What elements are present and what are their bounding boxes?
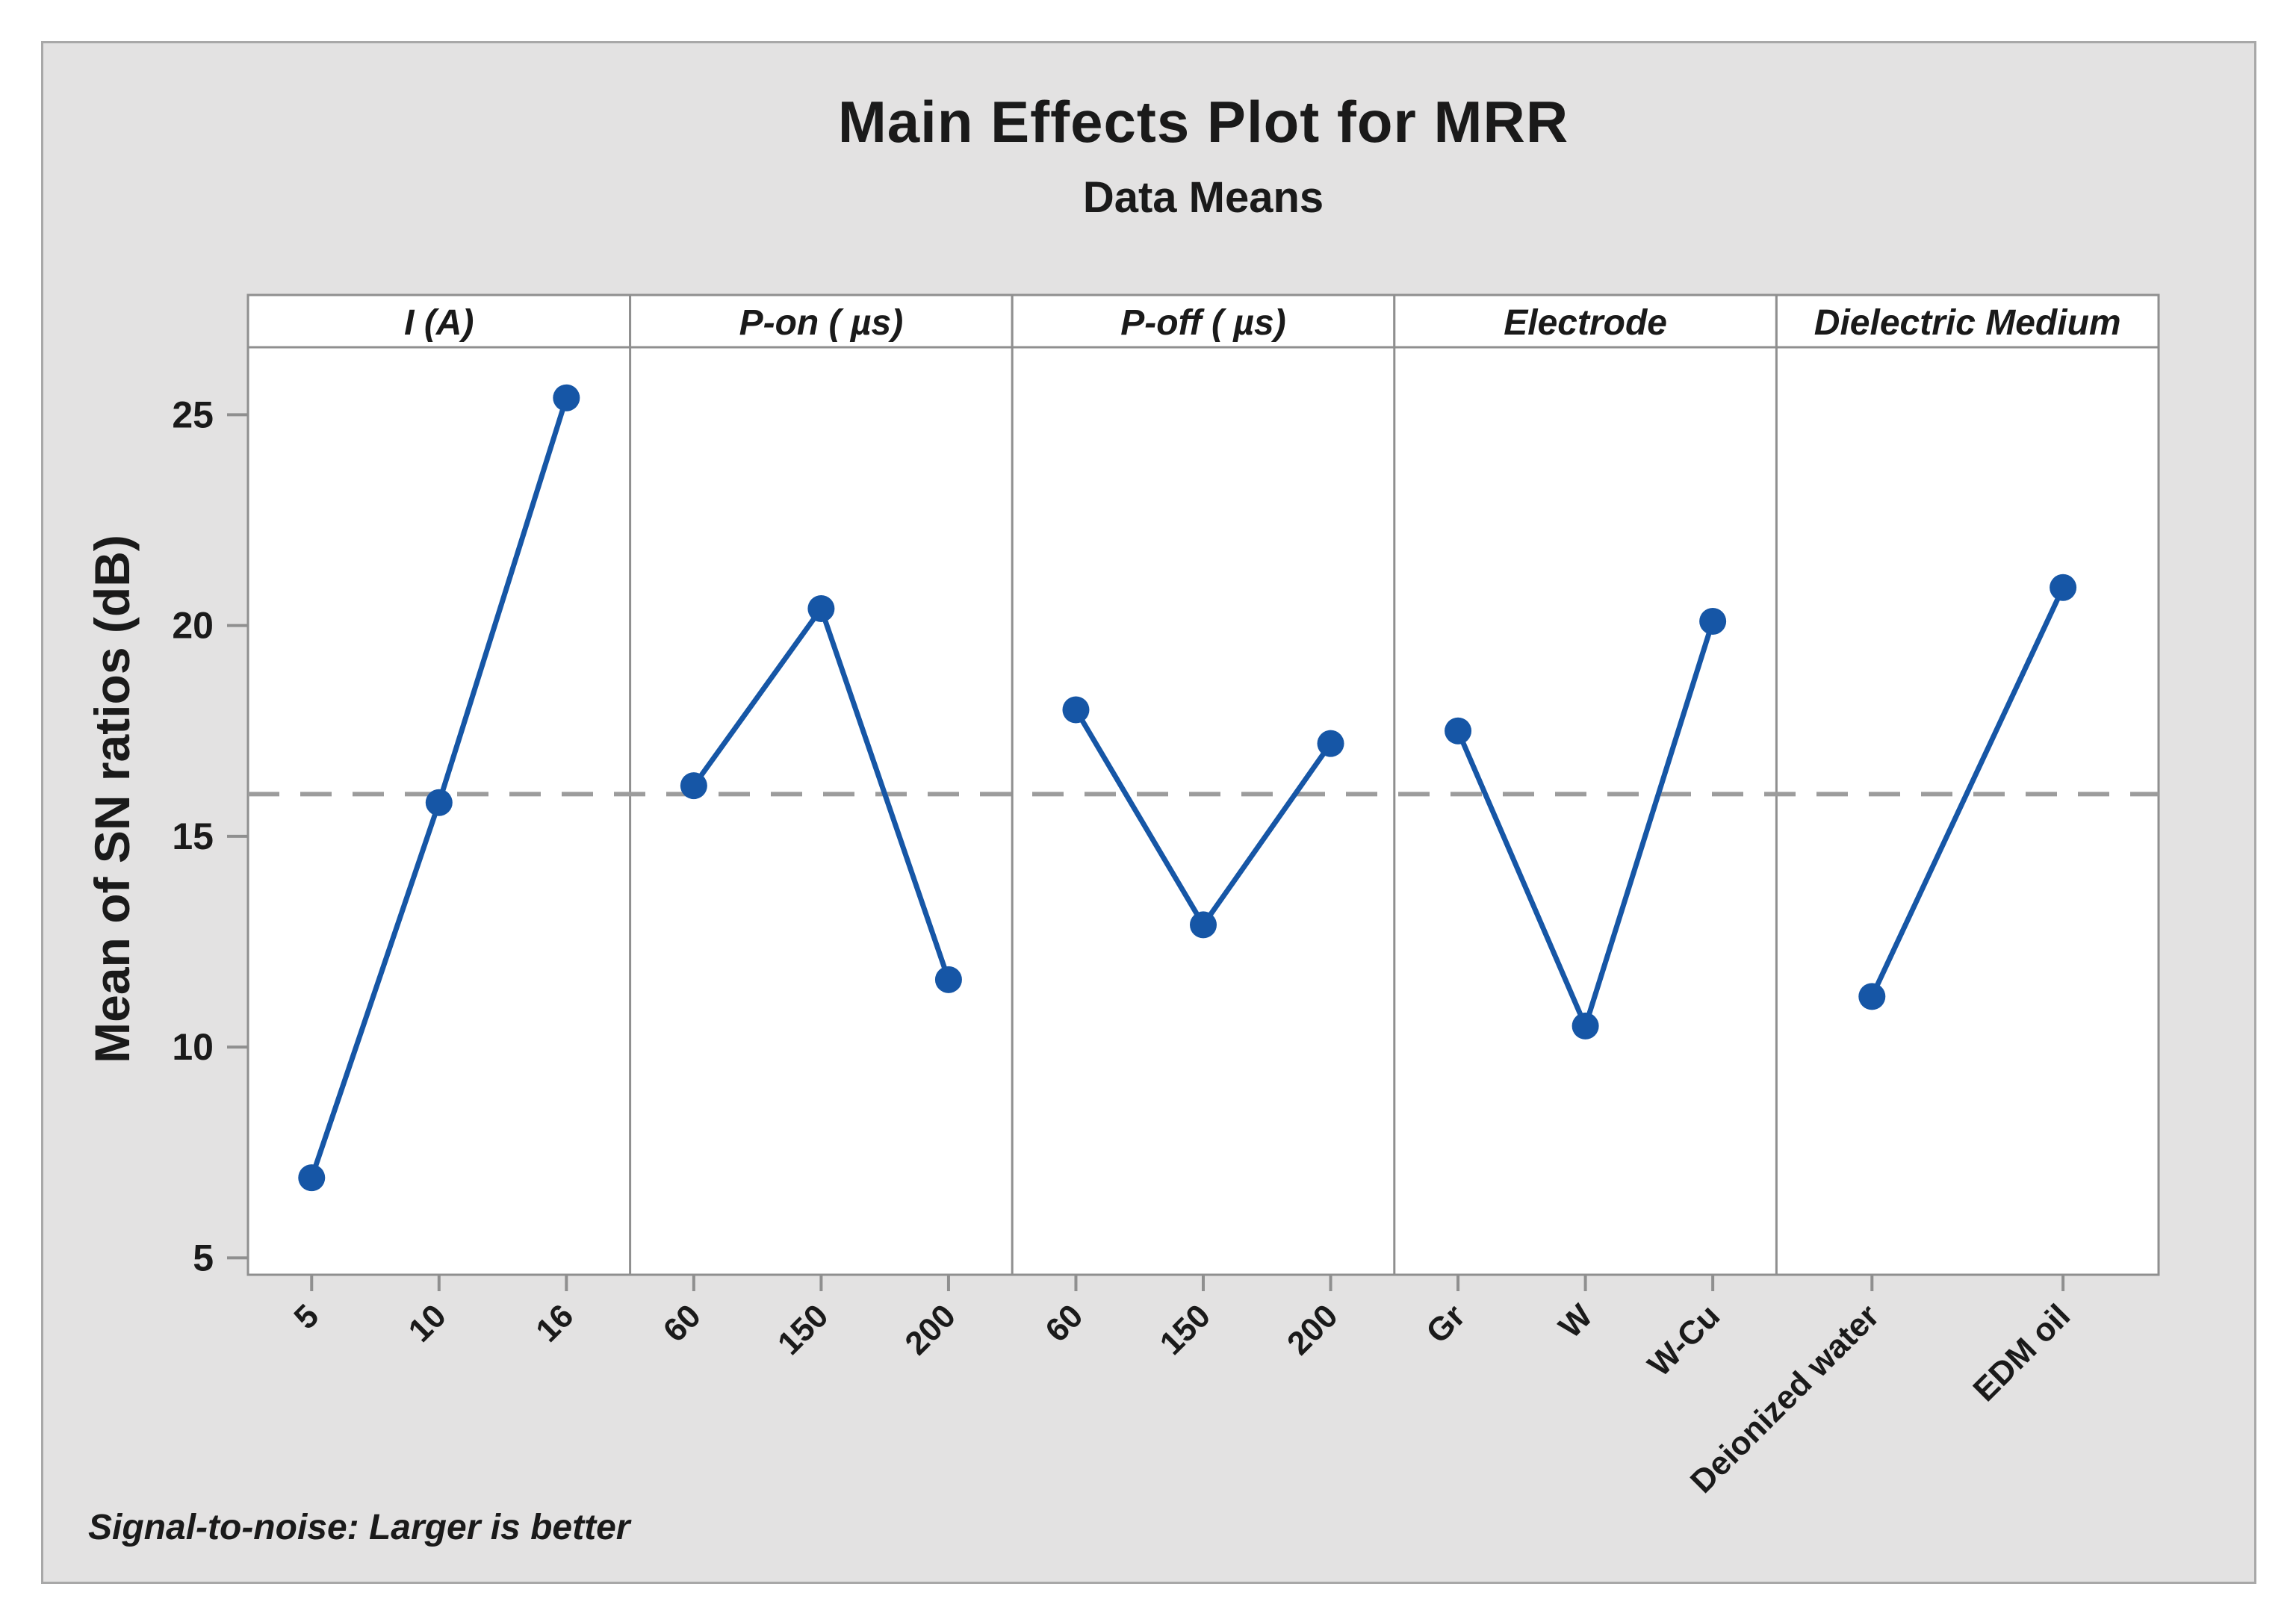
panel-header-label: P-off ( µs) <box>1120 303 1285 343</box>
panel-header-label: P-on ( µs) <box>739 303 904 343</box>
x-tick-label: 60 <box>1038 1297 1090 1349</box>
y-tick-label: 10 <box>172 1026 214 1068</box>
x-tick-label: Gr <box>1419 1297 1472 1350</box>
panel-header <box>1393 293 1778 349</box>
data-point <box>1445 717 1472 745</box>
panel-header <box>1775 293 2160 349</box>
data-point <box>1062 696 1090 724</box>
x-tick-label: 150 <box>1153 1297 1218 1362</box>
series-line <box>1870 586 2066 998</box>
data-point <box>1699 607 1727 635</box>
data-point <box>425 789 453 816</box>
x-tick-label: 60 <box>657 1297 708 1349</box>
data-point <box>298 1164 326 1192</box>
x-tick-label: 16 <box>529 1297 580 1349</box>
data-point <box>1571 1012 1599 1040</box>
panel-header-label: Electrode <box>1504 303 1667 343</box>
y-tick-label: 15 <box>172 815 214 857</box>
plot-title: Main Effects Plot for MRR <box>837 89 1569 155</box>
panel-header-label: Dielectric Medium <box>1814 303 2121 343</box>
plot-subtitle: Data Means <box>1082 173 1324 222</box>
data-point <box>2050 574 2077 601</box>
footer-note: Signal-to-noise: Larger is better <box>88 1508 630 1547</box>
data-point <box>1858 983 1886 1010</box>
y-tick-label: 20 <box>172 605 214 647</box>
title-block: Main Effects Plot for MRR Data Means <box>248 88 2159 223</box>
data-point <box>807 595 835 623</box>
panel-header-label: I (A) <box>404 303 474 343</box>
x-tick-label: EDM oil <box>1966 1297 2077 1408</box>
data-point <box>680 772 707 800</box>
x-tick-label: 10 <box>402 1297 453 1349</box>
panel-header <box>1011 293 1396 349</box>
y-tick-label: 25 <box>172 394 214 435</box>
x-tick-label: W-Cu <box>1641 1297 1727 1383</box>
plot-area <box>246 346 2160 1276</box>
x-tick-label: 5 <box>287 1297 326 1336</box>
data-point <box>934 966 962 993</box>
x-tick-label: 200 <box>1280 1297 1345 1362</box>
x-tick-label: 200 <box>898 1297 963 1362</box>
y-tick-label: 5 <box>193 1237 214 1278</box>
data-point <box>1317 730 1344 757</box>
x-tick-label: W <box>1552 1297 1600 1345</box>
x-tick-label: 150 <box>771 1297 836 1362</box>
data-point <box>1190 911 1217 939</box>
data-point <box>553 384 580 411</box>
